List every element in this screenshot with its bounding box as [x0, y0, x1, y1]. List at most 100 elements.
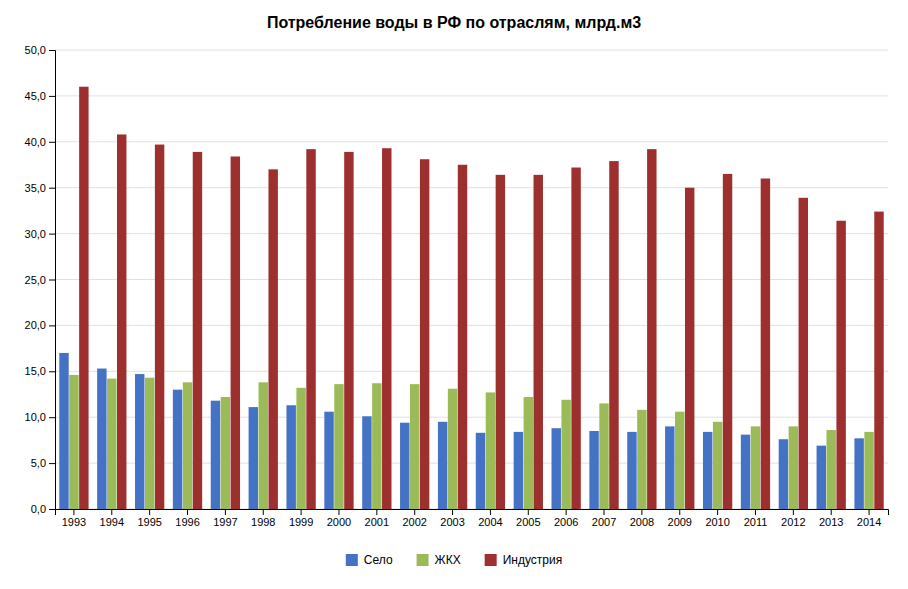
- bar: [400, 423, 409, 509]
- x-tick-label: 2013: [819, 516, 843, 528]
- x-tick-label: 2004: [478, 516, 502, 528]
- y-tick-label: 25,0: [25, 274, 46, 286]
- bar: [779, 439, 788, 509]
- x-axis-line: [56, 510, 889, 516]
- bar: [609, 161, 618, 509]
- x-tick-mark: [149, 509, 150, 515]
- y-tick: 20,0: [25, 319, 55, 331]
- bar: [249, 407, 258, 509]
- x-tick: 2012: [781, 509, 805, 528]
- y-axis: 0,05,010,015,020,025,030,035,040,045,050…: [25, 44, 56, 515]
- y-tick-mark: [49, 280, 55, 281]
- x-tick: 1993: [62, 509, 86, 528]
- x-tick-mark: [604, 509, 605, 515]
- x-tick-mark: [793, 509, 794, 515]
- bar: [589, 431, 598, 509]
- x-tick: 1997: [213, 509, 237, 528]
- y-tick-label: 15,0: [25, 365, 46, 377]
- bar: [286, 405, 295, 509]
- grid: [55, 50, 888, 509]
- x-tick-mark: [414, 509, 415, 515]
- bar: [69, 375, 78, 509]
- y-tick-mark: [49, 188, 55, 189]
- x-tick: 2009: [668, 509, 692, 528]
- y-tick-mark: [49, 417, 55, 418]
- bar: [458, 165, 467, 509]
- x-tick-mark: [111, 509, 112, 515]
- bar: [627, 432, 636, 509]
- bar: [344, 152, 353, 509]
- x-tick-mark: [187, 509, 188, 515]
- x-tick-mark: [566, 509, 567, 515]
- x-tick: 1994: [100, 509, 124, 528]
- bar: [362, 416, 371, 509]
- x-tick: 2007: [592, 509, 616, 528]
- bar: [713, 422, 722, 509]
- legend-swatch: [346, 554, 358, 566]
- bar: [420, 159, 429, 509]
- x-tick-label: 1995: [137, 516, 161, 528]
- x-tick-label: 1994: [100, 516, 124, 528]
- bar: [438, 422, 447, 509]
- bar: [183, 382, 192, 509]
- x-tick-label: 2009: [668, 516, 692, 528]
- legend-item: Индустрия: [485, 553, 563, 567]
- chart: Потребление воды в РФ по отраслям, млрд.…: [0, 0, 908, 589]
- legend-item: ЖКХ: [417, 553, 461, 567]
- x-tick-label: 1993: [62, 516, 86, 528]
- bar: [741, 435, 750, 509]
- y-tick: 5,0: [31, 457, 55, 469]
- x-tick-mark: [679, 509, 680, 515]
- bar: [552, 428, 561, 509]
- y-tick: 25,0: [25, 274, 55, 286]
- x-axis: 1993199419951996199719981999200020012002…: [56, 509, 889, 528]
- y-tick-label: 45,0: [25, 90, 46, 102]
- bar: [789, 426, 798, 509]
- x-tick-mark: [869, 509, 870, 515]
- x-tick-mark: [225, 509, 226, 515]
- x-tick-label: 2002: [402, 516, 426, 528]
- bar: [647, 149, 656, 509]
- y-tick: 30,0: [25, 228, 55, 240]
- x-tick-mark: [338, 509, 339, 515]
- legend: СелоЖКХИндустрия: [346, 553, 562, 567]
- x-tick: 2003: [440, 509, 464, 528]
- x-tick-label: 2008: [630, 516, 654, 528]
- bar: [675, 412, 684, 509]
- y-tick: 40,0: [25, 136, 55, 148]
- legend-label: ЖКХ: [435, 553, 461, 567]
- bar: [334, 384, 343, 509]
- bar: [817, 446, 826, 509]
- x-tick-label: 1998: [251, 516, 275, 528]
- y-tick-mark: [49, 234, 55, 235]
- x-tick-label: 2001: [365, 516, 389, 528]
- x-tick: 2000: [327, 509, 351, 528]
- x-tick-label: 2010: [705, 516, 729, 528]
- x-tick-mark: [376, 509, 377, 515]
- x-tick: 2011: [744, 509, 768, 528]
- x-tick: 2010: [705, 509, 729, 528]
- y-tick-mark: [49, 96, 55, 97]
- y-tick-mark: [49, 325, 55, 326]
- x-tick-mark: [528, 509, 529, 515]
- bar: [231, 156, 240, 509]
- bar: [135, 374, 144, 509]
- x-tick: 2001: [365, 509, 389, 528]
- bar: [486, 392, 495, 509]
- x-tick-label: 2014: [857, 516, 881, 528]
- bar: [107, 379, 116, 509]
- y-tick-mark: [49, 463, 55, 464]
- bar: [561, 400, 570, 509]
- bar: [665, 426, 674, 509]
- y-tick-label: 40,0: [25, 136, 46, 148]
- bar-series: [69, 375, 874, 509]
- y-tick-label: 50,0: [25, 44, 46, 56]
- bar: [751, 426, 760, 509]
- y-tick-label: 0,0: [31, 503, 46, 515]
- bar: [703, 432, 712, 509]
- bar-series: [79, 87, 884, 509]
- legend-label: Индустрия: [503, 553, 563, 567]
- legend-swatch: [485, 554, 497, 566]
- bar: [874, 212, 883, 509]
- bar: [685, 188, 694, 509]
